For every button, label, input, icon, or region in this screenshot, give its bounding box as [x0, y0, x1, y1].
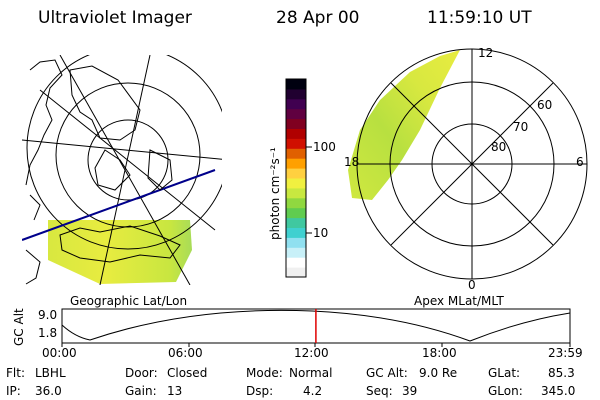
mlat-60-label: 60: [537, 98, 553, 112]
colorbar-band: [286, 227, 306, 238]
colorbar-band: [286, 88, 306, 100]
colorbar-band: [286, 267, 306, 278]
info-glat-label: GLat:: [488, 366, 521, 380]
info-ip-label: IP:: [6, 384, 21, 398]
mlat-70-label: 70: [513, 120, 529, 134]
timeline-xtick-1800: 18:00: [422, 346, 457, 360]
colorbar-band: [286, 178, 306, 189]
timeline-xtick-1200: 12:00: [294, 346, 329, 360]
colorbar-band: [286, 247, 306, 258]
colorbar-band: [286, 237, 306, 248]
info-gain-label: Gain:: [125, 384, 157, 398]
timeline-xtick-2359: 23:59: [548, 346, 583, 360]
info-flt-value: LBHL: [35, 366, 66, 380]
timeline-ytick-top: 9.0: [38, 308, 58, 322]
timeline-xtick-0600: 06:00: [168, 346, 203, 360]
info-glat-value: 85.3: [548, 366, 575, 380]
colorbar-band: [286, 197, 306, 209]
colorbar-band: [286, 118, 306, 129]
info-door-value: Closed: [167, 366, 208, 380]
mlt-12-label: 12: [478, 46, 494, 60]
date-label: 28 Apr 00: [276, 8, 360, 28]
info-mode-value: Normal: [289, 366, 333, 380]
colorbar-band: [286, 98, 306, 110]
colorbar: [285, 78, 312, 278]
aurora-geo: [48, 220, 192, 284]
time-label: 11:59:10 UT: [427, 8, 532, 28]
colorbar-band: [286, 187, 306, 199]
colorbar-band: [286, 207, 306, 219]
geo-panel-label: Geographic Lat/Lon: [70, 294, 188, 308]
colorbar-band: [286, 168, 306, 179]
timeline-plot: [61, 308, 571, 347]
info-ip-value: 36.0: [35, 384, 62, 398]
colorbar-tick-100: 100: [313, 140, 336, 154]
info-door-label: Door:: [125, 366, 158, 380]
info-flt-label: Flt:: [6, 366, 25, 380]
timeline-ytick-bottom: 1.8: [38, 326, 58, 340]
colorbar-band: [286, 158, 306, 169]
info-gcalt-label: GC Alt:: [366, 366, 408, 380]
info-dsp-label: Dsp:: [246, 384, 274, 398]
colorbar-band: [286, 128, 306, 139]
info-dsp-value: 4.2: [303, 384, 323, 398]
colorbar-band: [286, 257, 306, 268]
mlt-18-label: 18: [344, 155, 360, 169]
info-seq-value: 39: [402, 384, 418, 398]
apex-panel-label: Apex MLat/MLT: [414, 294, 504, 308]
colorbar-band: [286, 138, 306, 149]
colorbar-band: [286, 148, 306, 159]
info-glon-label: GLon:: [488, 384, 523, 398]
instrument-title: Ultraviolet Imager: [38, 8, 192, 28]
info-gain-value: 13: [167, 384, 183, 398]
info-gcalt-value: 9.0 Re: [419, 366, 458, 380]
timeline-xtick-0000: 00:00: [42, 346, 77, 360]
colorbar-band: [286, 79, 306, 90]
info-mode-label: Mode:: [246, 366, 283, 380]
colorbar-band: [286, 108, 306, 120]
mlt-6-label: 6: [576, 155, 584, 169]
mlat-80-label: 80: [491, 140, 507, 154]
info-seq-label: Seq:: [366, 384, 393, 398]
colorbar-band: [286, 217, 306, 228]
aurora-apex: [348, 50, 460, 200]
info-glon-value: 345.0: [541, 384, 576, 398]
mlt-0-label: 0: [468, 278, 476, 292]
colorbar-tick-10: 10: [313, 226, 329, 240]
